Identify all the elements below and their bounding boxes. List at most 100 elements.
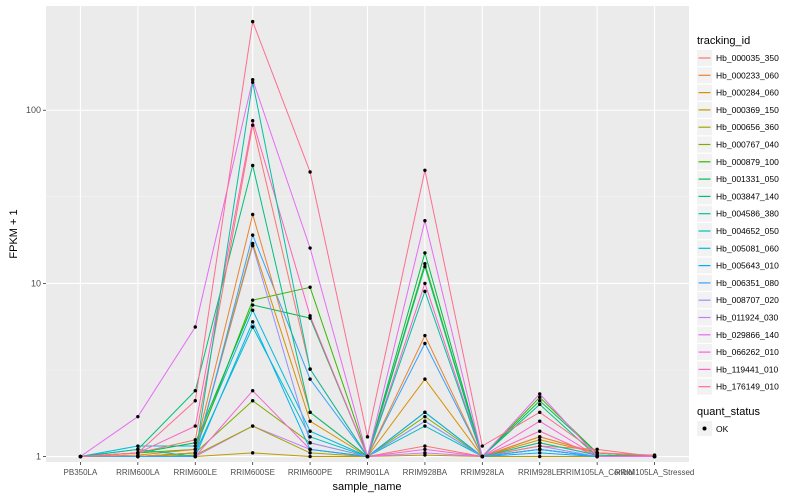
data-point [136, 444, 140, 448]
data-point [193, 451, 197, 455]
quant-status-key-point [702, 426, 707, 431]
data-point [595, 454, 599, 459]
legend-label: Hb_000369_150 [716, 105, 779, 115]
data-point [250, 325, 255, 329]
data-point [250, 320, 255, 324]
data-point [423, 419, 427, 423]
data-point [423, 261, 427, 266]
legend-label: Hb_000233_060 [716, 70, 779, 80]
data-point [423, 333, 427, 338]
legend-label: Hb_011924_030 [716, 313, 779, 323]
data-point [423, 424, 427, 428]
legend-item: Hb_029866_140 [697, 326, 779, 343]
data-point [250, 233, 255, 237]
legend-label: Hb_000284_060 [716, 88, 779, 98]
x-axis-title: sample_name [332, 481, 401, 493]
data-point [538, 399, 542, 403]
data-point [250, 389, 255, 393]
legend-item: Hb_003847_140 [697, 188, 779, 205]
data-point [193, 399, 197, 403]
legend-item: Hb_011924_030 [697, 309, 779, 326]
legend: tracking_id Hb_000035_350Hb_000233_060Hb… [697, 35, 779, 395]
data-point [250, 399, 255, 403]
data-point [308, 377, 312, 381]
data-point [538, 441, 542, 445]
data-point [193, 441, 197, 445]
x-axis-ticks: PB350LA RRIM600LA RRIM600LE RRIM600SE RRIM60… [64, 462, 695, 477]
y-tick-label: 10 [31, 278, 41, 288]
legend-item: Hb_176149_010 [697, 378, 779, 395]
x-tick-label: RRIM928LA [461, 468, 505, 477]
data-point [250, 244, 255, 248]
quant-status-legend-title: quant_status [697, 406, 760, 418]
data-point [308, 447, 312, 452]
legend-label: Hb_005643_010 [716, 261, 779, 271]
data-point [538, 410, 542, 415]
x-tick-label: RRIM928BA [403, 468, 448, 477]
data-point [250, 424, 255, 428]
data-point [136, 414, 140, 419]
data-point [308, 410, 312, 415]
legend-item: Hb_000233_060 [697, 67, 779, 84]
data-point [423, 410, 427, 415]
data-point [193, 325, 197, 329]
legend-item: Hb_000369_150 [697, 101, 779, 118]
legend-item: Hb_006351_080 [697, 274, 779, 291]
data-point [538, 429, 542, 433]
data-point [595, 451, 599, 455]
data-point [308, 435, 312, 439]
data-point [193, 447, 197, 452]
data-point [136, 454, 140, 459]
data-point [308, 316, 312, 320]
x-tick-label: RRIM600PE [288, 468, 332, 477]
y-axis-ticks: 1 10 100 [26, 105, 46, 462]
data-point [595, 447, 599, 452]
legend-label: Hb_005081_060 [716, 243, 779, 253]
data-point [308, 314, 312, 318]
legend-item: Hb_004586_380 [697, 205, 779, 222]
data-point [308, 246, 312, 250]
data-point [423, 251, 427, 255]
data-point [193, 424, 197, 428]
data-point [423, 289, 427, 294]
data-point [250, 19, 255, 24]
legend-item: Hb_000767_040 [697, 136, 779, 153]
legend-item: Hb_005081_060 [697, 240, 779, 257]
data-point [250, 451, 255, 455]
data-point [250, 303, 255, 307]
legend-label: Hb_001331_050 [716, 174, 779, 184]
data-point [423, 219, 427, 223]
data-point [538, 419, 542, 423]
data-point [250, 212, 255, 217]
data-point [538, 444, 542, 448]
legend-label: Hb_006351_080 [716, 278, 779, 288]
legend-label: Hb_029866_140 [716, 330, 779, 340]
legend-label: Hb_004586_380 [716, 209, 779, 219]
data-point [308, 419, 312, 423]
legend-item: Hb_000284_060 [697, 84, 779, 101]
legend-label: Hb_000767_040 [716, 140, 779, 150]
legend-label: Hb_119441_010 [716, 364, 779, 374]
x-tick-label: RRIM600LE [173, 468, 217, 477]
quant-status-label: OK [716, 424, 729, 434]
data-point [250, 163, 255, 168]
legend-item: Hb_008707_020 [697, 292, 779, 309]
data-point [538, 438, 542, 442]
data-point [308, 429, 312, 433]
series-points [78, 19, 657, 459]
y-tick-label: 100 [26, 105, 41, 115]
data-point [538, 395, 542, 399]
data-point [365, 435, 370, 439]
data-point [480, 454, 485, 459]
legend-item: Hb_000035_350 [697, 50, 779, 66]
data-point [308, 170, 312, 174]
data-point [423, 451, 427, 455]
data-point [250, 80, 255, 85]
x-tick-label: RRIM600LA [116, 468, 160, 477]
x-tick-label: PB350LA [64, 468, 98, 477]
data-point [538, 435, 542, 439]
legend-item: Hb_004652_050 [697, 223, 779, 239]
x-tick-label: RRIM105LA_Stressed [615, 468, 695, 477]
data-point [423, 447, 427, 452]
